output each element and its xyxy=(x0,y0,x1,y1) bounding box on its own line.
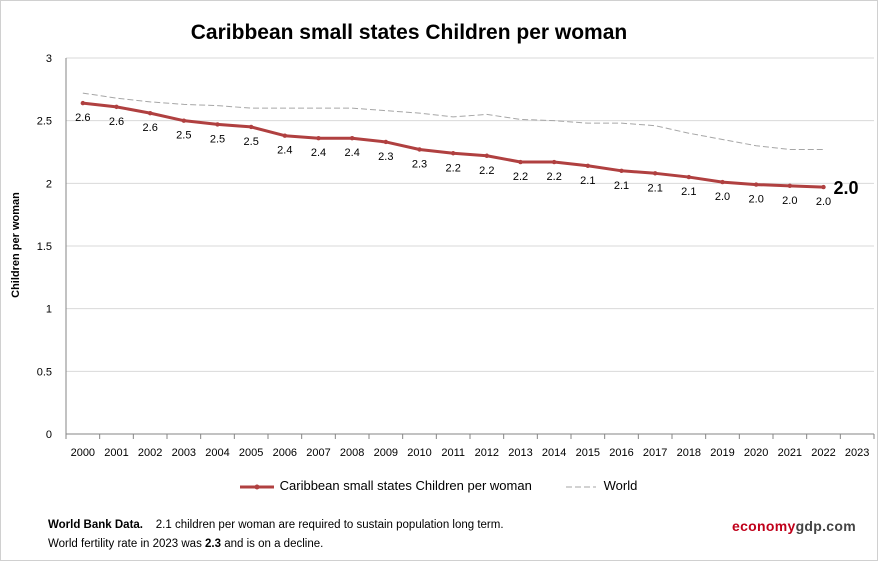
footer-note: World Bank Data. 2.1 children per woman … xyxy=(48,516,504,554)
data-point xyxy=(349,136,355,141)
brand-part2: gdp.com xyxy=(795,518,856,534)
data-label: 2.0 xyxy=(715,191,730,203)
legend-item-caribbean: Caribbean small states Children per woma… xyxy=(240,478,532,493)
data-label: 2.1 xyxy=(648,182,663,194)
x-tick-label: 2015 xyxy=(576,447,600,459)
footer-note-line2-suffix: and is on a decline. xyxy=(221,538,324,550)
data-point xyxy=(551,159,557,165)
data-point xyxy=(417,147,422,152)
last-value-annotation: 2.0 xyxy=(834,178,859,198)
data-point xyxy=(753,182,759,187)
data-label: 2.0 xyxy=(749,194,764,206)
data-label: 2.2 xyxy=(479,165,494,177)
data-label: 2.5 xyxy=(210,133,225,145)
y-tick-label: 0.5 xyxy=(37,366,52,378)
data-point xyxy=(450,151,456,156)
brand-logo[interactable]: economygdp.com xyxy=(732,518,856,534)
data-label: 2.1 xyxy=(580,175,595,187)
brand-part1: economy xyxy=(732,518,796,534)
footer-note-line2-prefix: World fertility rate in 2023 was xyxy=(48,538,206,550)
x-tick-label: 2017 xyxy=(643,447,667,459)
y-tick-label: 2 xyxy=(46,178,52,190)
footer-source: World Bank Data. xyxy=(48,519,143,531)
data-point xyxy=(518,159,523,165)
x-tick-label: 2004 xyxy=(205,447,229,459)
x-tick-label: 2013 xyxy=(508,447,532,459)
x-tick-label: 2005 xyxy=(239,447,263,459)
y-tick-label: 0 xyxy=(46,429,52,441)
data-point xyxy=(686,174,692,180)
x-tick-label: 2000 xyxy=(71,447,95,459)
x-tick-label: 2012 xyxy=(475,447,499,459)
x-tick-label: 2009 xyxy=(374,447,398,459)
x-tick-label: 2002 xyxy=(138,447,162,459)
data-label: 2.6 xyxy=(109,116,124,128)
x-tick-label: 2010 xyxy=(407,447,431,459)
legend-swatch-caribbean xyxy=(240,484,274,490)
legend-label-world: World xyxy=(603,478,638,493)
data-label: 2.4 xyxy=(311,147,326,159)
data-label: 2.3 xyxy=(378,151,393,163)
x-tick-label: 2021 xyxy=(778,447,802,459)
data-point xyxy=(181,118,187,123)
x-tick-label: 2016 xyxy=(609,447,633,459)
data-label: 2.6 xyxy=(143,122,158,134)
data-point xyxy=(652,171,658,176)
chart-title: Caribbean small states Children per woma… xyxy=(190,21,628,44)
y-tick-label: 1.5 xyxy=(37,241,52,253)
data-point xyxy=(821,184,826,190)
y-tick-label: 3 xyxy=(46,53,52,65)
x-tick-label: 2008 xyxy=(340,447,364,459)
x-tick-label: 2001 xyxy=(104,447,128,459)
data-point xyxy=(282,133,288,138)
x-tick-label: 2018 xyxy=(677,447,701,459)
y-tick-label: 2.5 xyxy=(37,116,52,128)
data-label: 2.5 xyxy=(176,130,191,142)
data-label: 2.2 xyxy=(513,171,528,183)
x-tick-label: 2007 xyxy=(306,447,330,459)
x-tick-label: 2006 xyxy=(273,447,297,459)
data-label: 2.1 xyxy=(614,180,629,192)
x-tick-label: 2020 xyxy=(744,447,768,459)
x-tick-label: 2003 xyxy=(172,447,196,459)
data-point xyxy=(114,104,119,110)
data-label: 2.0 xyxy=(782,195,797,207)
y-tick-label: 1 xyxy=(46,304,52,316)
data-label: 2.5 xyxy=(244,136,259,148)
data-label: 2.4 xyxy=(277,145,292,157)
x-tick-label: 2023 xyxy=(845,447,869,459)
series-line-world xyxy=(82,92,824,150)
legend-swatch-world xyxy=(566,486,596,488)
data-point xyxy=(248,124,254,130)
footer-note-line2-value: 2.3 xyxy=(205,538,222,550)
data-label: 2.1 xyxy=(681,186,696,198)
data-label: 2.2 xyxy=(547,171,562,183)
x-tick-label: 2019 xyxy=(710,447,734,459)
x-tick-label: 2022 xyxy=(811,447,835,459)
data-point xyxy=(619,168,624,173)
data-label: 2.0 xyxy=(816,196,831,208)
legend-label-caribbean: Caribbean small states Children per woma… xyxy=(279,478,532,493)
data-point xyxy=(585,163,591,168)
data-point xyxy=(484,153,490,158)
data-label: 2.3 xyxy=(412,158,427,170)
data-label: 2.2 xyxy=(446,162,461,174)
series-line-caribbean xyxy=(82,101,824,189)
data-label: 2.4 xyxy=(345,147,360,159)
data-point xyxy=(720,179,725,185)
data-point xyxy=(787,183,793,189)
footer-note-line1: 2.1 children per woman are required to s… xyxy=(155,519,504,531)
data-point xyxy=(383,139,389,145)
data-point xyxy=(147,110,153,116)
legend-item-world: World xyxy=(566,478,637,493)
data-point xyxy=(215,122,220,127)
data-point xyxy=(316,136,321,141)
data-label: 2.6 xyxy=(75,112,90,124)
data-point xyxy=(80,100,86,106)
x-tick-label: 2014 xyxy=(542,447,566,459)
x-tick-label: 2011 xyxy=(441,447,465,459)
